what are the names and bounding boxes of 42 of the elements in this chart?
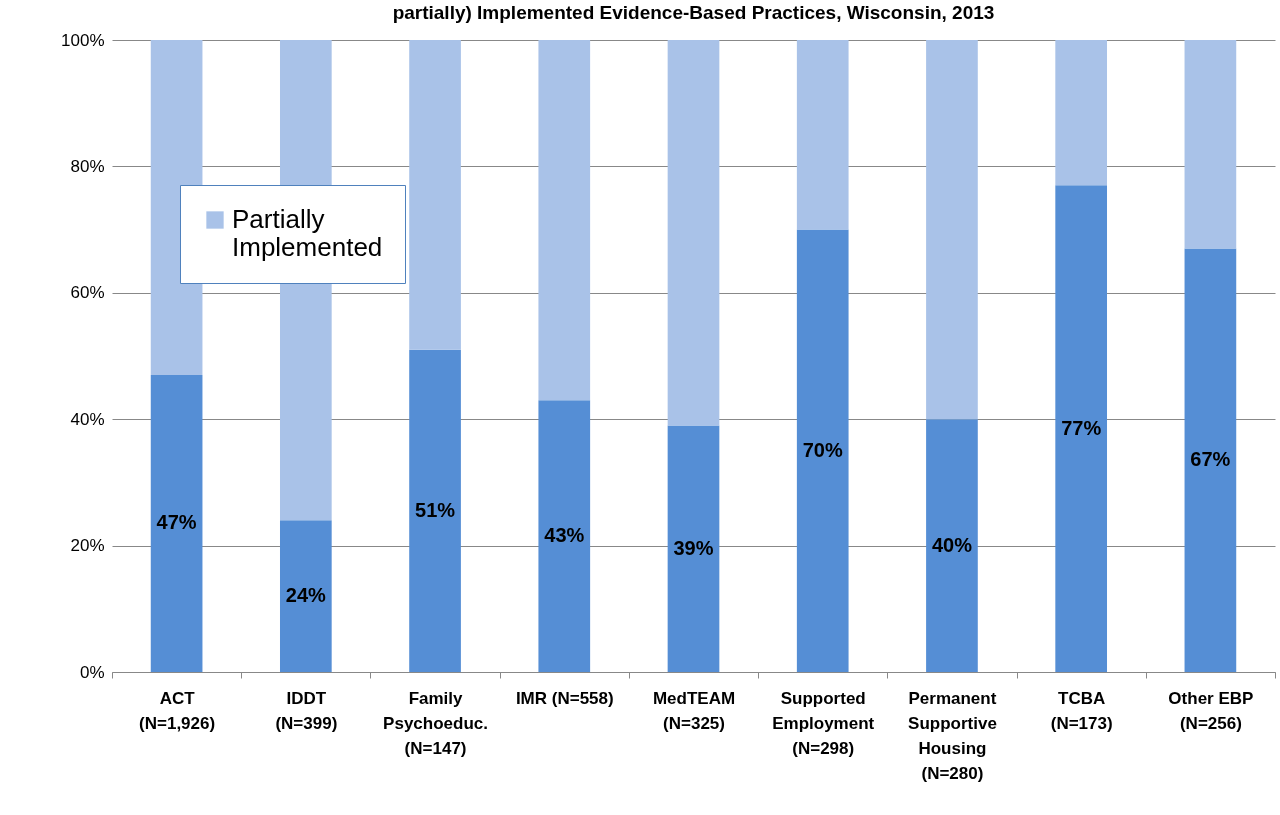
bar <box>1055 40 1108 186</box>
bar <box>538 40 591 401</box>
bar <box>796 40 849 230</box>
data-label: 51% <box>415 498 456 521</box>
bar <box>279 520 332 672</box>
x-tick-label: Supported Employment (N=298) <box>772 688 875 758</box>
bar <box>926 419 978 672</box>
bar <box>1184 248 1237 672</box>
bar <box>409 40 461 350</box>
bar <box>409 349 461 672</box>
x-tick-label: Permanent Supportive Housing (N=280) <box>908 688 997 783</box>
bar <box>667 40 720 426</box>
x-tick-label: IMR (N=558) <box>515 688 614 708</box>
data-label: 43% <box>544 524 585 547</box>
x-tick-label: MedTEAM (N=325) <box>652 688 736 733</box>
bar <box>667 425 720 672</box>
data-label: 77% <box>1061 416 1102 439</box>
bar <box>538 400 591 672</box>
data-label: 47% <box>156 511 197 534</box>
data-label: 70% <box>802 438 843 461</box>
x-tick-label: ACT (N=1,926) <box>139 688 216 733</box>
x-tick-label: Family Psychoeduc. (N=147) <box>383 688 488 758</box>
chart-title: partially) Implemented Evidence-Based Practices, Wisconsin, 2013 <box>392 2 995 23</box>
x-tick-label: IDDT (N=399) <box>275 688 338 733</box>
bar <box>796 229 849 672</box>
data-label: 24% <box>285 584 327 607</box>
data-label: 40% <box>931 533 973 556</box>
data-label: 67% <box>1190 448 1231 471</box>
bar <box>1184 40 1237 249</box>
legend-label: Partially Implemented <box>232 204 383 262</box>
y-tick-label: 80% <box>70 156 105 176</box>
x-tick-label: TCBA (N=173) <box>1050 688 1113 733</box>
y-tick-label: 20% <box>70 536 105 556</box>
bar <box>150 374 203 672</box>
y-tick-label: 40% <box>70 409 105 429</box>
data-label: 39% <box>673 536 714 559</box>
x-tick-label: Other EBP (N=256) <box>1168 688 1254 733</box>
y-tick-label: 0% <box>79 662 105 682</box>
y-tick-label: 100% <box>61 30 105 50</box>
bar <box>1055 185 1108 672</box>
bar <box>926 40 978 420</box>
y-tick-label: 60% <box>70 283 105 303</box>
